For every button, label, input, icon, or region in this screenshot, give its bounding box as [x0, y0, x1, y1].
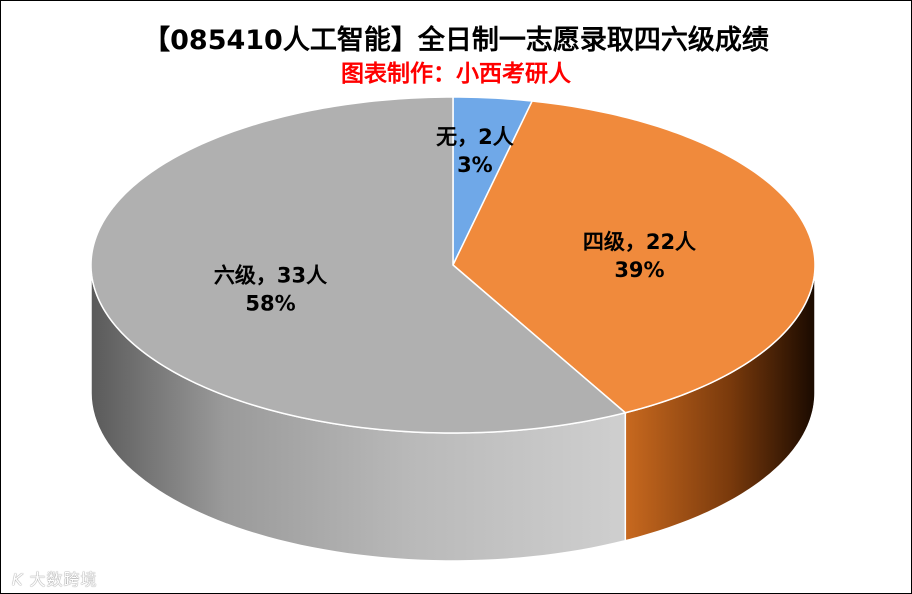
data-label-四级: 四级，22人 — [583, 230, 696, 254]
pie-slice-四级 — [452, 100, 816, 414]
percent-label-六级: 58% — [245, 291, 295, 315]
chart-subtitle: 图表制作：小西考研人 — [341, 61, 571, 87]
data-label-六级: 六级，33人 — [214, 263, 327, 287]
percent-label-四级: 39% — [614, 258, 664, 282]
chart-title: 【085410人工智能】全日制一志愿录取四六级成绩 — [143, 25, 769, 56]
data-label-无: 无，2人 — [436, 125, 514, 149]
watermark: K 大数跨境 — [12, 566, 98, 590]
percent-label-无: 3% — [457, 153, 493, 177]
pie-slice-六级 — [90, 96, 627, 434]
watermark-logo: K — [12, 570, 24, 589]
watermark-text: 大数跨境 — [29, 570, 98, 589]
